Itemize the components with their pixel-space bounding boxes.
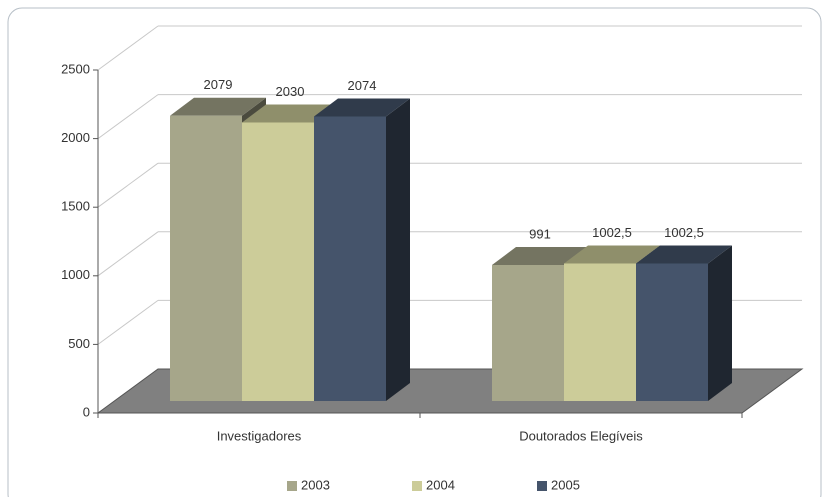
legend-swatch [287, 481, 297, 491]
value-label: 2074 [348, 78, 377, 93]
bar-top [636, 245, 732, 264]
legend-label: 2004 [426, 477, 455, 492]
legend-swatch [412, 481, 422, 491]
x-tick-label: Doutorados Elegíveis [519, 428, 643, 443]
y-tick-label: 2500 [61, 61, 90, 76]
bar-front [314, 116, 386, 401]
bar-top [492, 247, 588, 266]
grid-line [97, 25, 159, 71]
y-tick-label: 0 [83, 404, 90, 419]
legend-label: 2005 [551, 477, 580, 492]
grid-line [97, 299, 159, 345]
value-label: 1002,5 [664, 225, 704, 240]
grid-line [97, 162, 159, 208]
bar [636, 245, 732, 401]
bar-front [636, 263, 708, 401]
bar-front [242, 122, 314, 401]
bar-top [564, 245, 660, 264]
value-label: 2079 [204, 77, 233, 92]
y-tick-label: 2000 [61, 130, 90, 145]
bar [314, 98, 410, 401]
legend-label: 2003 [301, 477, 330, 492]
y-tick-label: 500 [68, 336, 90, 351]
grid-line [97, 231, 159, 277]
value-label: 1002,5 [592, 225, 632, 240]
bar-side [708, 245, 732, 401]
bar-front [564, 263, 636, 401]
bar-top [170, 97, 266, 116]
value-label: 991 [529, 226, 551, 241]
y-tick-label: 1500 [61, 199, 90, 214]
y-tick-label: 1000 [61, 267, 90, 282]
bar-front [170, 115, 242, 401]
value-label: 2030 [276, 84, 305, 99]
bar-top [314, 98, 410, 117]
grid-line [97, 94, 159, 140]
bar-side [386, 98, 410, 401]
legend-swatch [537, 481, 547, 491]
x-tick-label: Investigadores [217, 428, 302, 443]
bar-front [492, 265, 564, 401]
